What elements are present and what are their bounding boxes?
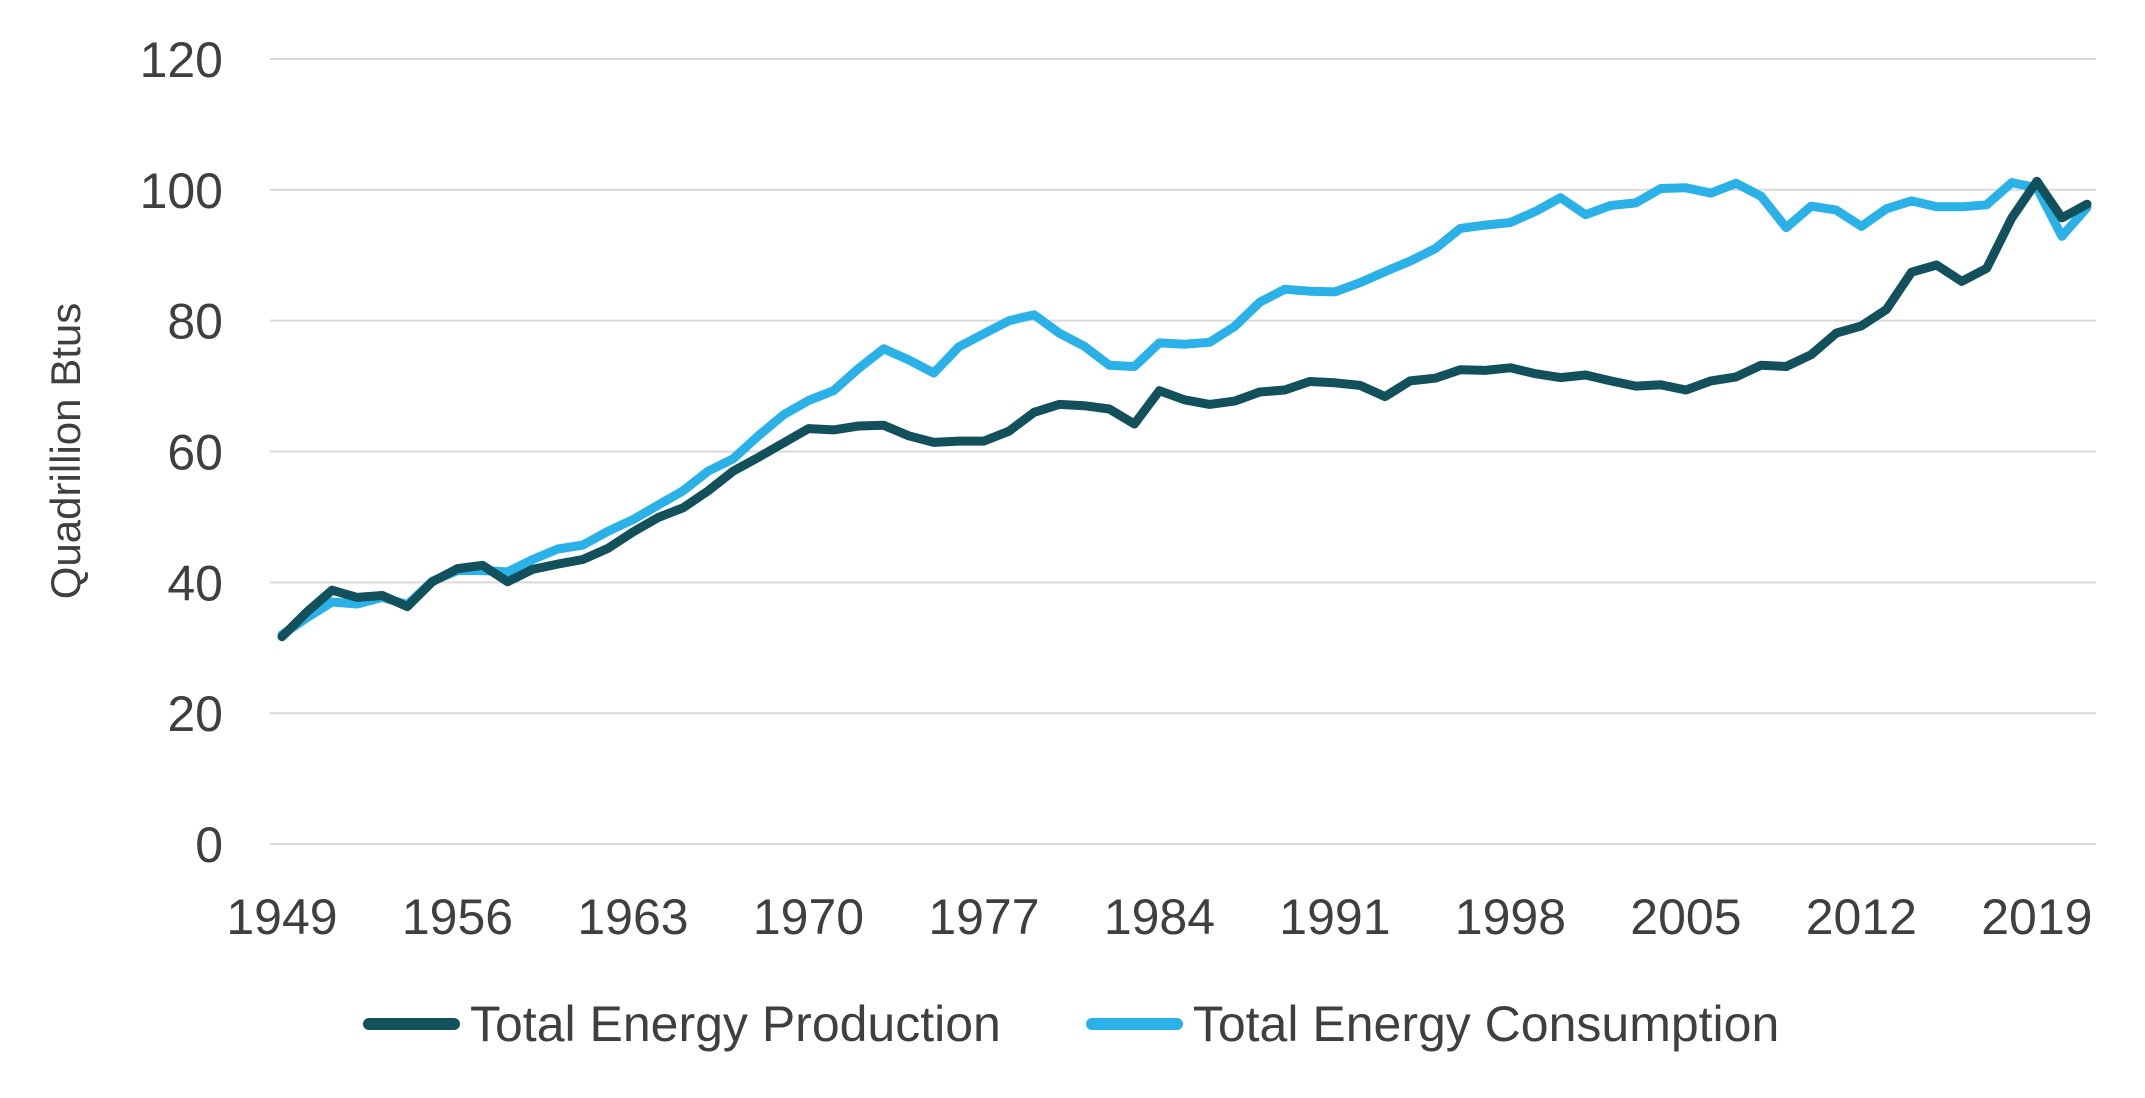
consumption-line-swatch <box>1085 1018 1183 1030</box>
x-tick-label-2012: 2012 <box>1806 889 1917 945</box>
y-tick-label-20: 20 <box>167 686 223 742</box>
y-tick-label-120: 120 <box>140 32 223 88</box>
y-tick-label-0: 0 <box>195 817 223 873</box>
x-tick-label-1998: 1998 <box>1455 889 1566 945</box>
x-tick-label-2005: 2005 <box>1630 889 1741 945</box>
x-tick-label-1963: 1963 <box>577 889 688 945</box>
legend-item-production: Total Energy Production <box>363 995 1001 1053</box>
y-tick-label-40: 40 <box>167 555 223 611</box>
total-energy-consumption-line <box>277 178 2092 640</box>
legend-item-consumption: Total Energy Consumption <box>1085 995 1780 1053</box>
y-tick-label-80: 80 <box>167 294 223 350</box>
y-tick-label-60: 60 <box>167 425 223 481</box>
production-line-swatch <box>363 1018 460 1030</box>
total-energy-production-line <box>277 176 2092 642</box>
x-tick-label-1970: 1970 <box>753 889 864 945</box>
legend-label-production: Total Energy Production <box>470 996 1001 1052</box>
legend-label-consumption: Total Energy Consumption <box>1192 996 1780 1052</box>
x-tick-label-1984: 1984 <box>1104 889 1215 945</box>
x-tick-label-2019: 2019 <box>1981 889 2092 945</box>
x-tick-label-1949: 1949 <box>226 889 337 945</box>
x-tick-label-1977: 1977 <box>928 889 1039 945</box>
y-tick-label-100: 100 <box>140 163 223 219</box>
y-axis-title: Quadrillion Btus <box>42 302 89 600</box>
x-tick-label-1956: 1956 <box>402 889 513 945</box>
legend: Total Energy Production Total Energy Con… <box>363 996 1779 1052</box>
x-tick-label-1991: 1991 <box>1279 889 1390 945</box>
